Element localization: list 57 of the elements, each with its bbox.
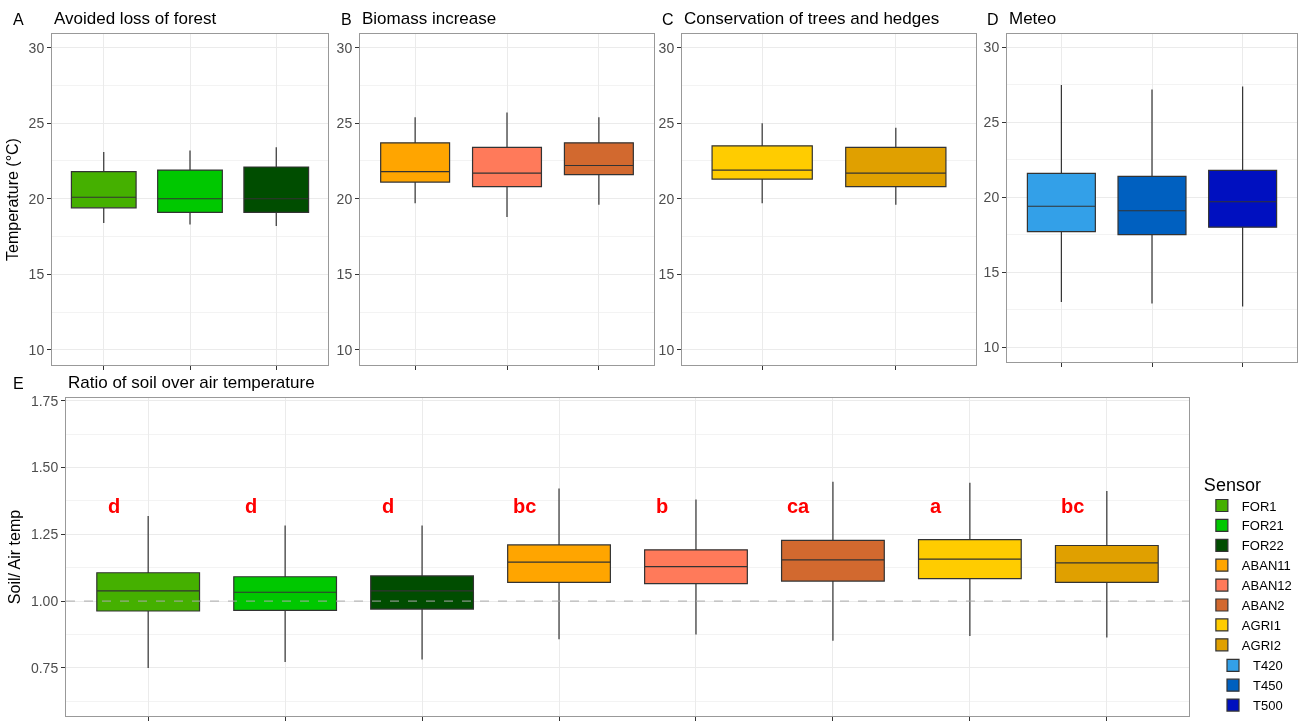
y-axis-title: Soil/ Air temp bbox=[5, 509, 23, 605]
annotation: bc bbox=[1061, 495, 1085, 517]
y-tick-label: 25 bbox=[28, 115, 45, 132]
y-tick-label: 1.25 bbox=[30, 526, 59, 543]
chart-title: Biomass increase bbox=[362, 9, 497, 28]
legend-label: FOR21 bbox=[1241, 518, 1284, 534]
text: B bbox=[341, 11, 352, 28]
legend-label: ABAN12 bbox=[1241, 578, 1292, 594]
legend-label: ABAN11 bbox=[1241, 558, 1291, 574]
y-tick-label: 25 bbox=[336, 115, 353, 132]
y-tick-label: 15 bbox=[336, 266, 353, 283]
y-tick-label: 20 bbox=[983, 189, 1000, 206]
y-tick-label: 20 bbox=[658, 190, 675, 207]
y-tick-label: 20 bbox=[336, 190, 353, 207]
y-tick-label: 20 bbox=[28, 190, 45, 207]
text: A bbox=[13, 11, 24, 28]
legend-label: FOR1 bbox=[1241, 498, 1277, 514]
legend-label: T500 bbox=[1253, 698, 1283, 714]
y-tick-label: 25 bbox=[658, 115, 675, 132]
y-tick-label: 1.00 bbox=[30, 592, 59, 609]
legend-label: FOR22 bbox=[1241, 538, 1284, 554]
chart-title: Meteo bbox=[1009, 9, 1057, 28]
annotation: a bbox=[930, 495, 942, 517]
y-tick-label: 10 bbox=[336, 341, 353, 358]
y-tick-label: 15 bbox=[658, 266, 675, 283]
y-tick-label: 0.75 bbox=[30, 659, 59, 676]
y-tick-label: 10 bbox=[658, 341, 675, 358]
y-tick-label: 1.50 bbox=[30, 459, 59, 476]
y-tick-label: 30 bbox=[336, 39, 353, 56]
annotation: ca bbox=[787, 495, 811, 517]
y-axis-title: Temperature (°C) bbox=[3, 138, 21, 261]
annotation: d bbox=[382, 495, 395, 517]
legend-label: AGRI1 bbox=[1241, 617, 1281, 633]
y-tick-label: 30 bbox=[658, 39, 675, 56]
y-tick-label: 10 bbox=[983, 338, 1000, 355]
chart-title: Conservation of trees and hedges bbox=[684, 9, 940, 28]
y-tick-label: 30 bbox=[28, 39, 45, 56]
text: E bbox=[13, 375, 24, 392]
legend-label: ABAN2 bbox=[1241, 598, 1285, 614]
legend-label: T450 bbox=[1253, 678, 1283, 694]
legend-label: AGRI2 bbox=[1241, 637, 1281, 653]
text: C bbox=[662, 11, 674, 28]
y-tick-label: 10 bbox=[28, 341, 45, 358]
annotation: d bbox=[245, 495, 258, 517]
chart-title: Ratio of soil over air temperature bbox=[68, 373, 315, 392]
legend-label: T420 bbox=[1253, 658, 1283, 674]
chart-title: Avoided loss of forest bbox=[54, 9, 217, 28]
legend-title: Sensor bbox=[1203, 474, 1261, 495]
annotation: b bbox=[656, 495, 669, 517]
y-tick-label: 30 bbox=[983, 39, 1000, 56]
annotation: bc bbox=[513, 495, 537, 517]
text: D bbox=[987, 11, 999, 28]
y-tick-label: 1.75 bbox=[30, 392, 59, 409]
annotation: d bbox=[108, 495, 121, 517]
y-tick-label: 15 bbox=[983, 264, 1000, 281]
y-tick-label: 25 bbox=[983, 114, 1000, 131]
y-tick-label: 15 bbox=[28, 266, 45, 283]
